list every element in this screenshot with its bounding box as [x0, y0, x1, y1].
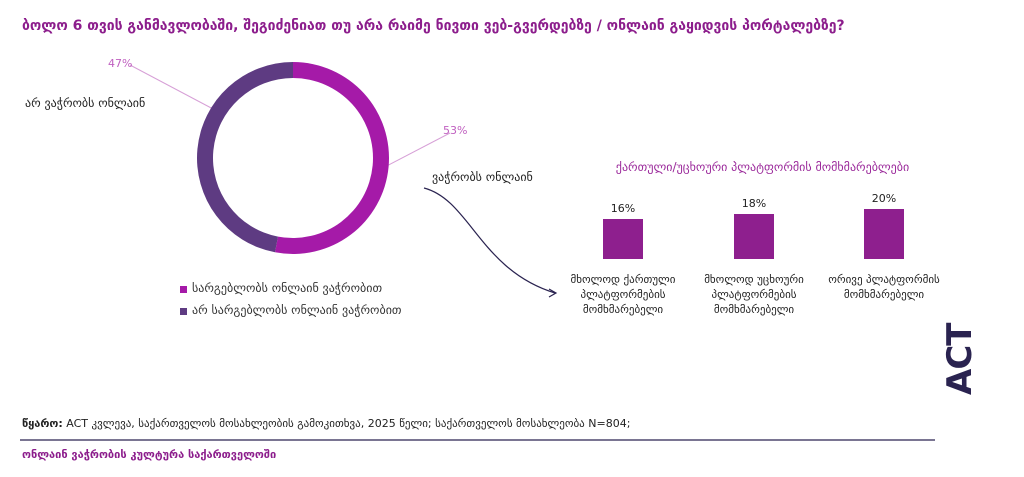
bar-title: ქართული/უცხოური პლატფორმის მომხმარებლები	[615, 160, 910, 174]
value-label: 47%	[108, 57, 133, 70]
side-label: არ ვაჭრობს ონლაინ	[25, 96, 146, 110]
bar	[864, 209, 904, 259]
source-label: წყარო:	[22, 417, 63, 430]
source: წყარო: ACT კვლევა, საქართველოს მოსახლეობ…	[22, 417, 630, 430]
legend-label: სარგებლობს ონლაინ ვაჭრობით	[192, 281, 383, 295]
bar	[603, 219, 643, 259]
donut-slice	[275, 62, 389, 254]
arrow	[423, 187, 556, 294]
logo: ACT	[940, 323, 980, 395]
x-tick-label: მხოლოდ უცხოური პლატფორმების მომხმარებელი	[704, 273, 804, 316]
value-label: 20%	[871, 192, 897, 205]
leader-line	[129, 64, 216, 111]
value-label: 53%	[443, 124, 468, 137]
source-text: ACT კვლევა, საქართველოს მოსახლეობის გამო…	[66, 417, 631, 430]
x-tick-label: მხოლოდ ქართული პლატფორმების მომხმარებელი	[570, 273, 676, 316]
legend-label: არ სარგებლობს ონლაინ ვაჭრობით	[192, 303, 402, 317]
arrow-head	[548, 288, 558, 298]
x-tick-label: ორივე პლატფორმის მომხმარებელი	[828, 273, 940, 301]
side-label: ვაჭრობს ონლაინ	[432, 170, 533, 184]
footer: ონლაინ ვაჭრობის კულტურა საქართველოში	[22, 448, 277, 461]
title: ბოლო 6 თვის განმავლობაში, შეგიძენიათ თუ …	[22, 18, 845, 34]
bar	[734, 214, 774, 259]
legend-swatch	[180, 286, 187, 293]
legend-swatch	[180, 308, 187, 315]
donut-slice	[196, 62, 293, 253]
value-label: 18%	[741, 197, 767, 210]
value-label: 16%	[610, 202, 636, 215]
